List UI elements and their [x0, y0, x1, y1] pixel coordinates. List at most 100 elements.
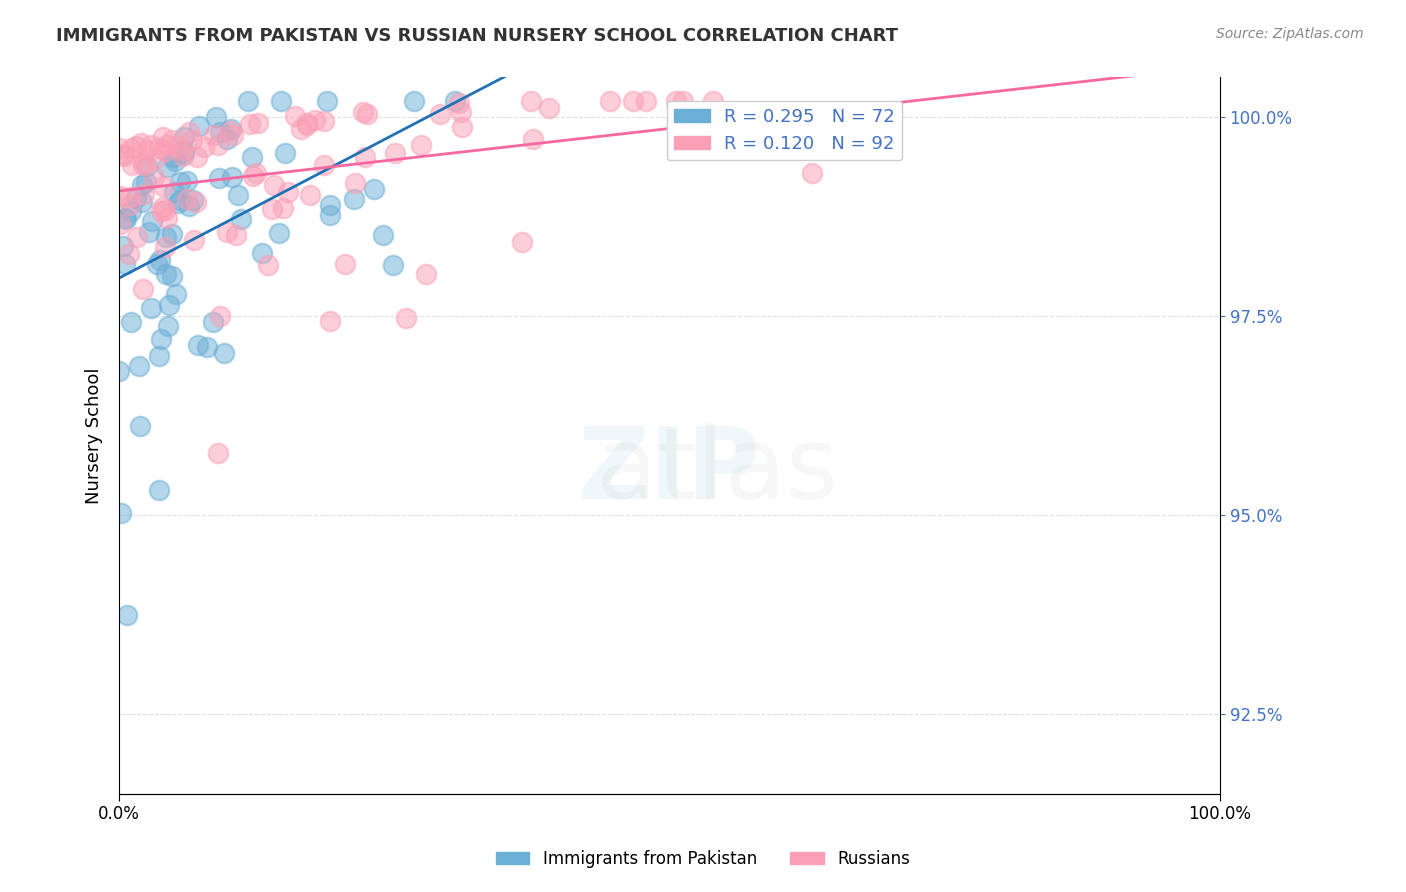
Russians [114, 149, 136, 163]
Russians [246, 116, 269, 130]
Immigrants from Pakistan [120, 203, 142, 218]
Russians [108, 217, 131, 231]
Russians [132, 186, 155, 201]
Russians [354, 151, 377, 165]
Immigrants from Pakistan [138, 225, 160, 239]
Russians [271, 201, 294, 215]
Immigrants from Pakistan [270, 95, 292, 109]
Immigrants from Pakistan [381, 258, 404, 272]
Immigrants from Pakistan [120, 315, 142, 329]
Russians [183, 233, 205, 247]
Russians [156, 138, 179, 153]
Russians [184, 194, 207, 209]
Russians [298, 187, 321, 202]
Russians [314, 158, 336, 172]
Russians [314, 114, 336, 128]
Immigrants from Pakistan [226, 188, 249, 202]
Immigrants from Pakistan [183, 193, 205, 207]
Immigrants from Pakistan [173, 145, 195, 159]
Russians [145, 151, 167, 165]
Russians [295, 118, 318, 132]
Russians [395, 311, 418, 326]
Russians [290, 122, 312, 136]
Russians [107, 141, 129, 155]
Text: atlas: atlas [501, 423, 838, 520]
Immigrants from Pakistan [173, 147, 195, 161]
Russians [155, 240, 177, 254]
Immigrants from Pakistan [156, 160, 179, 174]
Immigrants from Pakistan [217, 131, 239, 145]
Legend: R = 0.295   N = 72, R = 0.120   N = 92: R = 0.295 N = 72, R = 0.120 N = 92 [666, 101, 903, 161]
Russians [180, 133, 202, 147]
Immigrants from Pakistan [163, 186, 186, 200]
Russians [120, 190, 142, 204]
Immigrants from Pakistan [146, 257, 169, 271]
Russians [152, 200, 174, 214]
Immigrants from Pakistan [443, 95, 465, 109]
Russians [142, 169, 165, 184]
Immigrants from Pakistan [155, 229, 177, 244]
Russians [257, 259, 280, 273]
Immigrants from Pakistan [149, 252, 172, 267]
Russians [127, 230, 149, 244]
Immigrants from Pakistan [250, 246, 273, 260]
Immigrants from Pakistan [148, 483, 170, 497]
Russians [112, 147, 135, 161]
Immigrants from Pakistan [173, 129, 195, 144]
Russians [108, 189, 131, 203]
Immigrants from Pakistan [177, 199, 200, 213]
Immigrants from Pakistan [163, 153, 186, 168]
Immigrants from Pakistan [114, 211, 136, 226]
Russians [176, 192, 198, 206]
Y-axis label: Nursery School: Nursery School [86, 368, 103, 504]
Immigrants from Pakistan [167, 196, 190, 211]
Russians [450, 120, 472, 135]
Immigrants from Pakistan [135, 175, 157, 189]
Russians [153, 145, 176, 159]
Russians [139, 138, 162, 153]
Immigrants from Pakistan [139, 301, 162, 315]
Russians [284, 109, 307, 123]
Immigrants from Pakistan [176, 173, 198, 187]
Russians [179, 126, 201, 140]
Russians [450, 105, 472, 120]
Russians [621, 95, 644, 109]
Russians [260, 202, 283, 216]
Immigrants from Pakistan [148, 350, 170, 364]
Text: Source: ZipAtlas.com: Source: ZipAtlas.com [1216, 27, 1364, 41]
Russians [634, 95, 657, 109]
Immigrants from Pakistan [201, 314, 224, 328]
Russians [117, 247, 139, 261]
Immigrants from Pakistan [156, 319, 179, 334]
Immigrants from Pakistan [114, 212, 136, 227]
Russians [522, 132, 544, 146]
Immigrants from Pakistan [169, 175, 191, 189]
Russians [800, 165, 823, 179]
Russians [207, 137, 229, 152]
Immigrants from Pakistan [187, 338, 209, 352]
Immigrants from Pakistan [219, 122, 242, 136]
Immigrants from Pakistan [149, 332, 172, 346]
Immigrants from Pakistan [115, 608, 138, 623]
Russians [319, 314, 342, 328]
Russians [335, 257, 357, 271]
Immigrants from Pakistan [110, 506, 132, 520]
Russians [166, 139, 188, 153]
Russians [295, 116, 318, 130]
Russians [193, 140, 215, 154]
Russians [520, 95, 543, 109]
Russians [215, 225, 238, 239]
Immigrants from Pakistan [157, 298, 180, 312]
Russians [153, 202, 176, 217]
Russians [277, 185, 299, 199]
Immigrants from Pakistan [125, 191, 148, 205]
Russians [304, 112, 326, 127]
Immigrants from Pakistan [160, 227, 183, 242]
Russians [150, 204, 173, 219]
Russians [409, 138, 432, 153]
Russians [152, 179, 174, 194]
Russians [132, 159, 155, 173]
Immigrants from Pakistan [114, 257, 136, 271]
Russians [702, 95, 724, 109]
Immigrants from Pakistan [205, 111, 228, 125]
